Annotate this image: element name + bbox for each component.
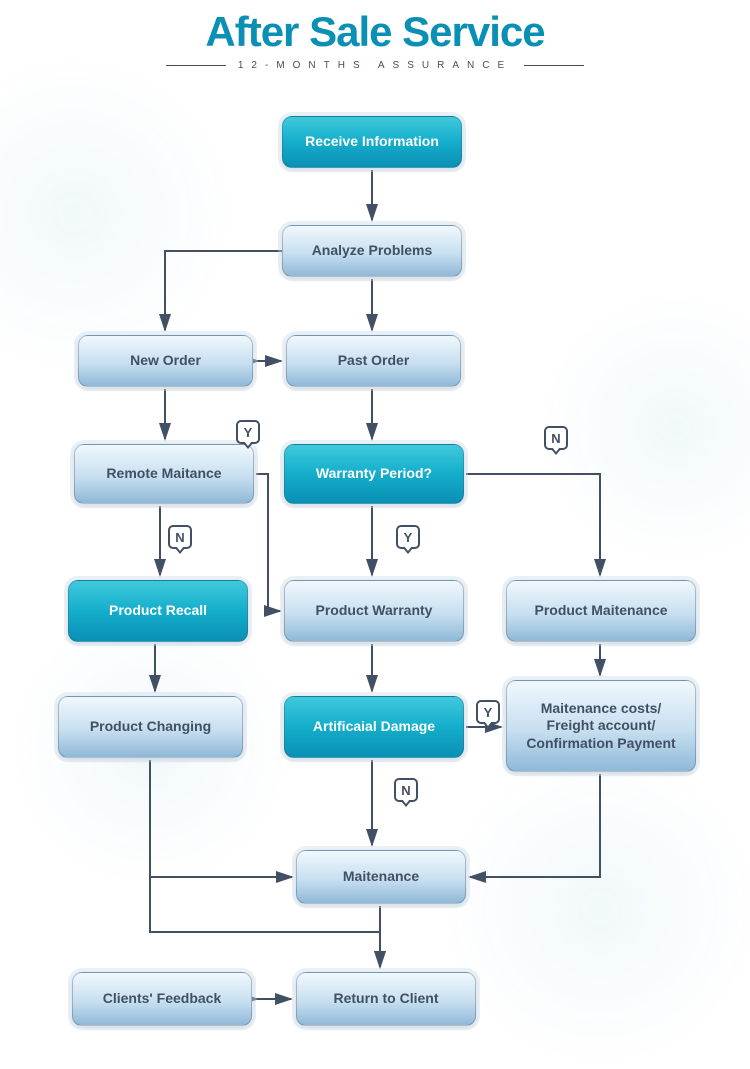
page-title: After Sale Service (0, 8, 750, 56)
node-changing: Product Changing (58, 696, 243, 758)
node-pastorder: Past Order (286, 335, 461, 387)
node-return: Return to Client (296, 972, 476, 1026)
subtitle: 12-MONTHS ASSURANCE (238, 60, 512, 71)
node-pwarranty: Product Warranty (284, 580, 464, 642)
edge-label-n-5: N (394, 778, 418, 802)
divider-left (166, 65, 226, 66)
subtitle-wrap: 12-MONTHS ASSURANCE (0, 60, 750, 71)
node-warranty: Warranty Period? (284, 444, 464, 504)
edge-label-n-1: N (544, 426, 568, 450)
node-neworder: New Order (78, 335, 253, 387)
node-maint: Maitenance (296, 850, 466, 904)
node-damage: Artificaial Damage (284, 696, 464, 758)
node-feedback: Clients' Feedback (72, 972, 252, 1026)
node-costs: Maitenance costs/ Freight account/ Confi… (506, 680, 696, 772)
node-receive: Receive Information (282, 116, 462, 168)
edge-label-y-2: Y (396, 525, 420, 549)
node-recall: Product Recall (68, 580, 248, 642)
node-analyze: Analyze Problems (282, 225, 462, 277)
node-pmaint: Product Maitenance (506, 580, 696, 642)
edge-label-y-4: Y (476, 700, 500, 724)
node-remote: Remote Maitance (74, 444, 254, 504)
header: After Sale Service 12-MONTHS ASSURANCE (0, 0, 750, 71)
divider-right (524, 65, 584, 66)
edge-label-y-0: Y (236, 420, 260, 444)
edge-label-n-3: N (168, 525, 192, 549)
